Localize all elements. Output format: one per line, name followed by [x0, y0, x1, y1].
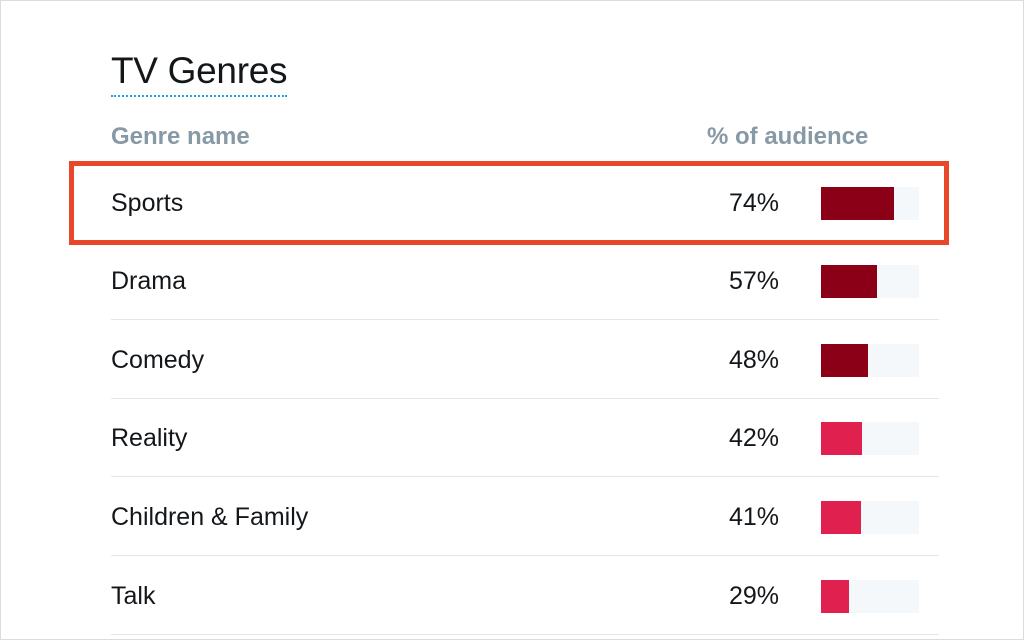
table-row: Children & Family 41%	[111, 478, 939, 556]
genre-percent: 57%	[728, 267, 779, 295]
percent-bar-fill	[821, 344, 869, 377]
percent-bar-fill	[821, 422, 863, 455]
percent-bar-fill	[821, 187, 894, 220]
genre-percent: 74%	[728, 189, 779, 217]
percent-bar-track	[821, 265, 919, 298]
genre-percent: 41%	[728, 503, 779, 531]
genre-name: Comedy	[111, 346, 205, 374]
genre-name: Reality	[111, 424, 188, 452]
genre-name: Children & Family	[111, 503, 309, 531]
table-row: Comedy 48%	[111, 321, 939, 399]
percent-bar-fill	[821, 580, 850, 613]
genre-name: Drama	[111, 267, 187, 295]
percent-bar-track	[821, 187, 919, 220]
page-title: TV Genres	[111, 49, 288, 97]
table-row: Talk 29%	[111, 557, 939, 635]
genre-name: Sports	[111, 189, 184, 217]
genre-name: Talk	[111, 582, 156, 610]
column-header-genre-name: Genre name	[111, 123, 250, 150]
percent-bar-track	[821, 344, 919, 377]
table-row: Reality 42%	[111, 399, 939, 477]
percent-bar-fill	[821, 501, 862, 534]
table-header: Genre name % of audience	[111, 119, 939, 155]
percent-bar-fill	[821, 265, 877, 298]
percent-bar-track	[821, 501, 919, 534]
column-header-percent-audience: % of audience	[707, 123, 869, 150]
table-row: Drama 57%	[111, 242, 939, 320]
table-row: Sports 74%	[111, 164, 939, 242]
genre-percent: 29%	[728, 582, 779, 610]
percent-bar-track	[821, 422, 919, 455]
genre-percent: 48%	[728, 346, 779, 374]
genre-percent: 42%	[728, 424, 779, 452]
percent-bar-track	[821, 580, 919, 613]
